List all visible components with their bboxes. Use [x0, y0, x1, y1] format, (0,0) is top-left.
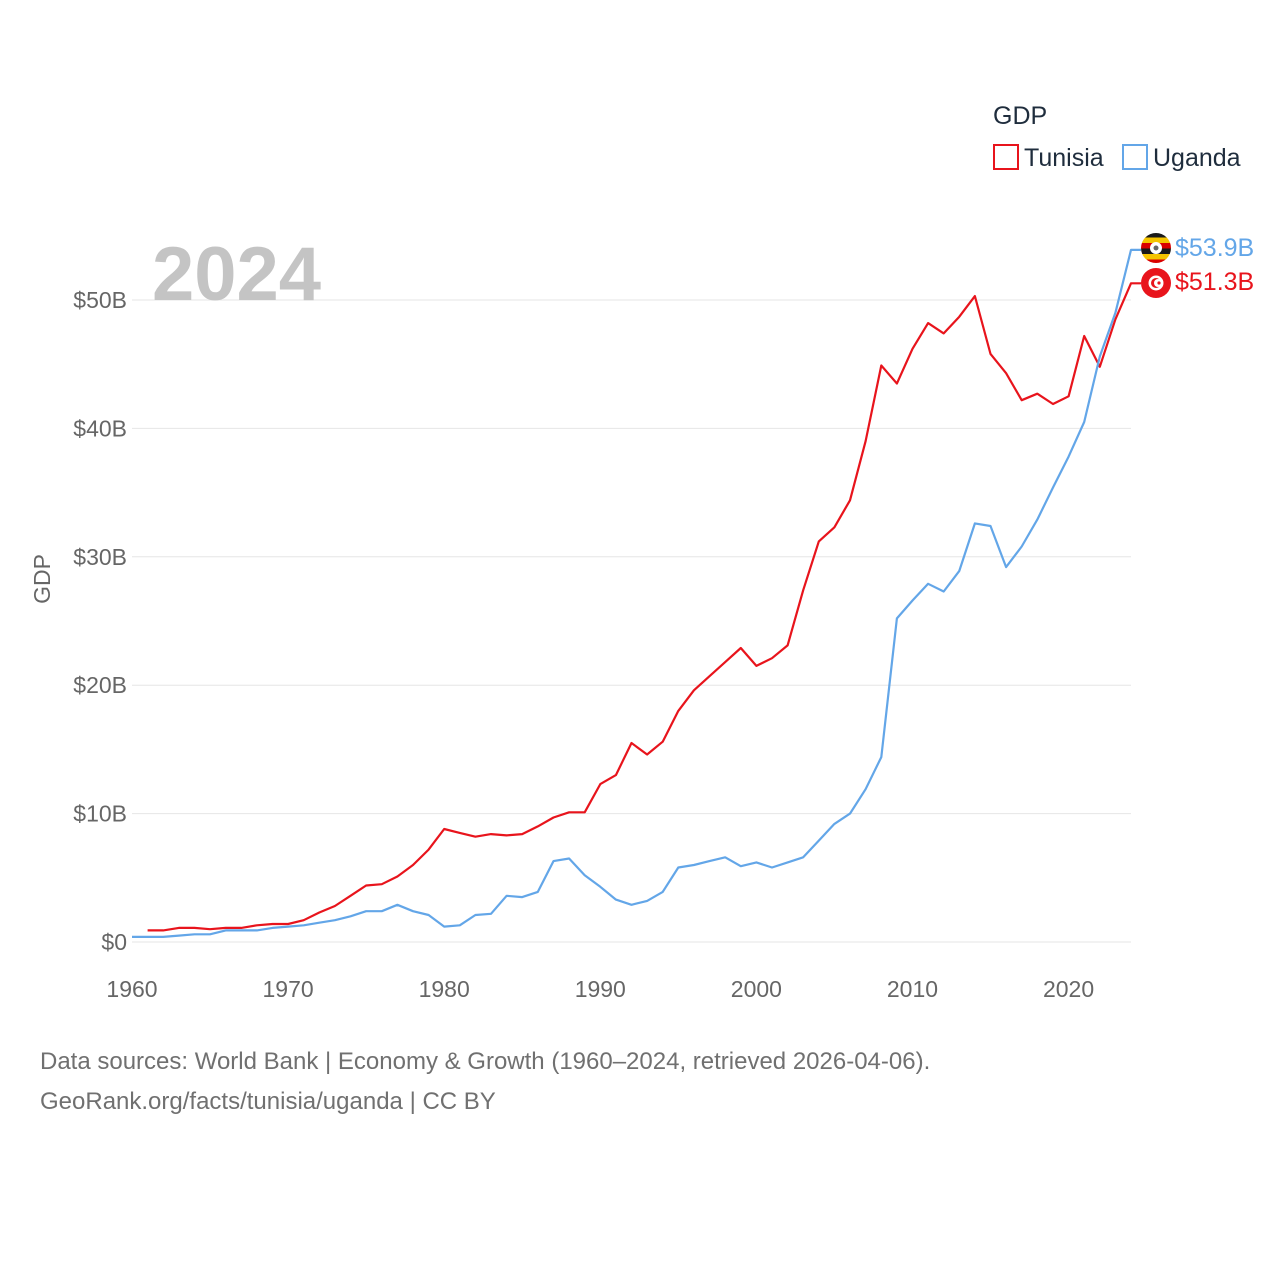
end-label-tunisia: $51.3B — [1175, 268, 1254, 296]
footer: Data sources: World Bank | Economy & Gro… — [40, 1042, 930, 1122]
x-tick-label: 2010 — [887, 976, 938, 1002]
uganda-flag-icon — [1141, 233, 1171, 263]
series-lines — [132, 248, 1141, 938]
end-label-uganda: $53.9B — [1175, 234, 1254, 262]
legend-swatch-tunisia — [993, 144, 1019, 170]
y-tick-label: $50B — [73, 287, 127, 313]
x-tick-label: 2020 — [1043, 976, 1094, 1002]
series-line-tunisia — [147, 282, 1141, 932]
y-axis-title: GDP — [29, 554, 55, 604]
y-tick-label: $0 — [101, 929, 127, 955]
x-tick-label: 1970 — [263, 976, 314, 1002]
y-axis-ticks: $0 $10B $20B $30B $40B $50B — [73, 287, 127, 955]
x-tick-label: 1980 — [419, 976, 470, 1002]
x-tick-label: 1990 — [575, 976, 626, 1002]
legend-label-uganda: Uganda — [1153, 144, 1241, 172]
y-tick-label: $10B — [73, 801, 127, 827]
x-tick-label: 2000 — [731, 976, 782, 1002]
legend-swatch-uganda — [1122, 144, 1148, 170]
grid-lines — [132, 299, 1131, 943]
y-tick-label: $20B — [73, 672, 127, 698]
year-label: 2024 — [152, 232, 321, 317]
series-line-uganda — [132, 248, 1141, 938]
legend-title: GDP — [993, 102, 1047, 130]
footer-sources: Data sources: World Bank | Economy & Gro… — [40, 1048, 931, 1075]
legend-item-tunisia[interactable]: Tunisia — [993, 144, 1104, 172]
footer-attribution[interactable]: GeoRank.org/facts/tunisia/uganda | CC BY — [40, 1088, 496, 1115]
legend-item-uganda[interactable]: Uganda — [1122, 144, 1241, 172]
y-tick-label: $30B — [73, 544, 127, 570]
legend-label-tunisia: Tunisia — [1024, 144, 1104, 172]
tunisia-flag-icon — [1141, 268, 1171, 298]
x-tick-label: 1960 — [106, 976, 157, 1002]
x-axis-ticks: 1960 1970 1980 1990 2000 2010 2020 — [106, 976, 1094, 1002]
y-tick-label: $40B — [73, 415, 127, 441]
legend[interactable]: GDP Tunisia Uganda — [993, 102, 1241, 172]
